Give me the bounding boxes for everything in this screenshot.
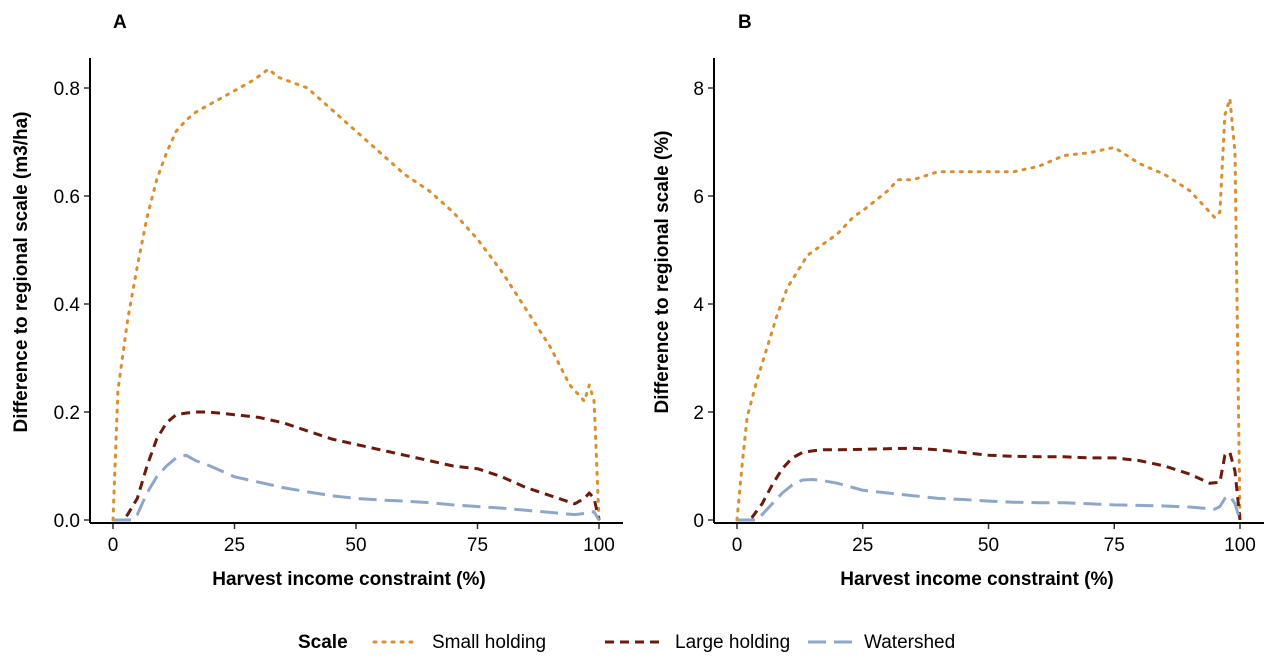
panel-a-y-tick-label: 0.8	[54, 79, 80, 100]
panel-b-series-watershed	[737, 478, 1242, 522]
panel-a-series-watershed	[113, 453, 601, 522]
panel-b-series-large-holding	[737, 446, 1242, 522]
panel-b-y-tick-label: 2	[693, 403, 704, 424]
panel-a-y-tick-label: 0.6	[54, 187, 80, 208]
panel-b-x-tick-label: 25	[852, 535, 873, 556]
legend-title: Scale	[298, 632, 348, 653]
panel-a-series-small-holding	[111, 67, 601, 522]
legend-label-watershed: Watershed	[864, 632, 955, 653]
panel-a-x-tick-label: 100	[583, 535, 615, 556]
panel-a-series-large-holding	[113, 410, 601, 522]
panel-a-x-tick-label: 50	[345, 535, 366, 556]
panel-a-y-axis-title: Difference to regional scale (m3/ha)	[11, 112, 32, 433]
panel-b-y-axis-title: Difference to regional scale (%)	[652, 131, 673, 414]
panel-a-y-tick-label: 0.4	[54, 295, 81, 316]
panel-b-y-tick-label: 8	[693, 79, 704, 100]
panel-a: A Difference to regional scale (m3/ha) H…	[11, 12, 623, 590]
panel-a-y-tick-label: 0.0	[54, 511, 80, 532]
legend-label-large-holding: Large holding	[675, 632, 790, 653]
legend-label-small-holding: Small holding	[432, 632, 546, 653]
panel-b-x-tick-label: 0	[732, 535, 743, 556]
panel-b-letter: B	[738, 12, 752, 33]
panel-a-letter: A	[113, 12, 127, 33]
legend: Scale Small holding Large holding Waters…	[298, 632, 955, 653]
panel-b-x-axis-title: Harvest income constraint (%)	[840, 569, 1113, 590]
panel-b-x-tick-label: 50	[978, 535, 999, 556]
panel-b-series-small-holding	[735, 97, 1242, 522]
panel-b-y-tick-label: 6	[693, 187, 704, 208]
panel-a-x-axis-title: Harvest income constraint (%)	[212, 569, 485, 590]
panel-b-x-tick-label: 100	[1224, 535, 1256, 556]
panel-b-x-tick-label: 75	[1104, 535, 1125, 556]
panel-b-y-tick-label: 0	[693, 511, 704, 532]
panel-a-x-tick-label: 25	[224, 535, 245, 556]
panel-a-x-tick-label: 75	[467, 535, 488, 556]
panel-a-x-tick-label: 0	[108, 535, 119, 556]
panel-a-y-tick-label: 0.2	[54, 403, 80, 424]
panel-b: B Difference to regional scale (%) Harve…	[652, 12, 1264, 590]
panel-b-y-tick-label: 4	[693, 295, 704, 316]
